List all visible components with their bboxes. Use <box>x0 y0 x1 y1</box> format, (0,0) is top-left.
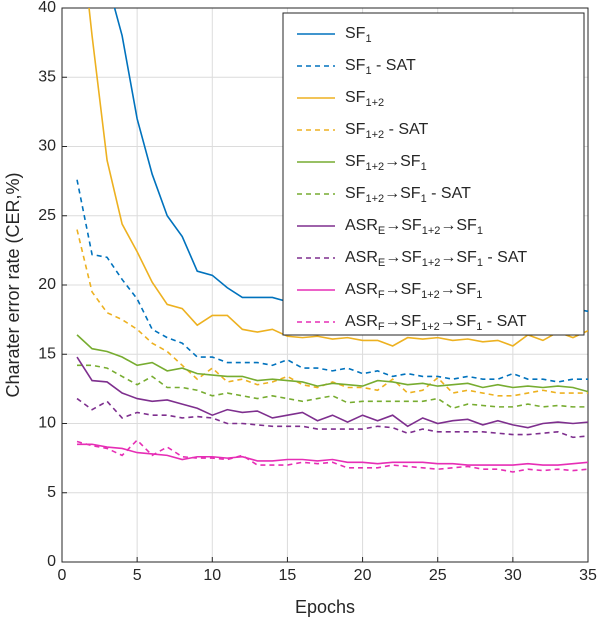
legend-label: ASRF​→SF1+2​→SF1​ <box>345 281 482 301</box>
legend-text: - SAT <box>482 313 526 330</box>
legend-text: →SF <box>385 313 422 330</box>
y-tick-label: 20 <box>38 276 56 293</box>
legend-text: →SF <box>385 217 422 234</box>
legend-text: →SF <box>440 281 477 298</box>
legend-text: - SAT <box>483 249 527 266</box>
legend-label: SF1+2​→SF1​ - SAT <box>345 185 471 205</box>
legend-label: SF1+2​→SF1​ <box>345 153 427 173</box>
legend-subscript: F <box>378 289 385 301</box>
x-tick-label: 15 <box>279 567 297 584</box>
series-line <box>76 334 588 393</box>
legend-subscript: 1+2 <box>365 193 384 205</box>
legend-text: →SF <box>385 249 422 266</box>
y-tick-label: 0 <box>47 553 56 570</box>
series-line <box>76 179 588 383</box>
legend-label: ASRF​→SF1+2​→SF1​ - SAT <box>345 313 527 333</box>
legend-text: →SF <box>384 153 421 170</box>
legend-text: SF <box>345 121 366 138</box>
series-line <box>76 356 588 429</box>
x-tick-label: 20 <box>354 567 372 584</box>
y-axis-label: Charater error rate (CER,%) <box>3 172 23 397</box>
legend-text: ASR <box>345 217 378 234</box>
legend-subscript: 1 <box>477 225 483 237</box>
series-line <box>76 229 588 397</box>
series-line <box>76 438 588 473</box>
legend-label: SF1+2​ - SAT <box>345 121 429 141</box>
legend-text: SF <box>345 25 366 42</box>
legend-text: →SF <box>440 249 477 266</box>
x-axis-label: Epochs <box>295 597 355 617</box>
legend-label: ASRE​→SF1+2​→SF1​ <box>345 217 483 237</box>
y-tick-label: 30 <box>38 138 56 155</box>
legend-label: ASRE​→SF1+2​→SF1​ - SAT <box>345 249 527 269</box>
legend-box <box>282 12 585 336</box>
legend-text: →SF <box>385 281 422 298</box>
y-tick-label: 15 <box>38 345 56 362</box>
legend-subscript: F <box>378 321 385 333</box>
y-tick-label: 35 <box>38 68 56 85</box>
legend-subscript: 1 <box>421 193 427 205</box>
legend-text: ASR <box>345 281 378 298</box>
series-line <box>76 397 588 439</box>
legend-subscript: 1+2 <box>421 321 440 333</box>
legend-text: SF <box>345 185 366 202</box>
series-line <box>77 443 588 466</box>
legend-text: SF <box>345 57 366 74</box>
legend-subscript: 1 <box>421 161 427 173</box>
legend-text: - SAT <box>372 57 416 74</box>
legend-text: →SF <box>440 313 477 330</box>
legend-label: SF1+2​ <box>345 89 384 109</box>
legend-subscript: 1+2 <box>422 257 441 269</box>
legend-subscript: 1+2 <box>422 225 441 237</box>
legend-text: →SF <box>384 185 421 202</box>
legend-subscript: 1 <box>365 33 371 45</box>
legend-text: - SAT <box>427 185 471 202</box>
series-line <box>88 8 588 347</box>
legend-subscript: 1+2 <box>421 289 440 301</box>
legend-subscript: 1+2 <box>365 97 384 109</box>
legend-text: SF <box>345 89 366 106</box>
legend-subscript: 1 <box>476 321 482 333</box>
legend-label: SF1​ - SAT <box>345 57 416 77</box>
legend-text: ASR <box>345 313 378 330</box>
legend-text: →SF <box>440 217 477 234</box>
legend-text: - SAT <box>384 121 428 138</box>
y-tick-label: 25 <box>38 207 56 224</box>
plot-area <box>76 8 588 473</box>
legend-text: SF <box>345 153 366 170</box>
legend-subscript: 1 <box>477 257 483 269</box>
legend-label: SF1​ <box>345 25 372 45</box>
axes-box <box>61 7 589 563</box>
y-tick-label: 10 <box>38 415 56 432</box>
legend-subscript: E <box>378 257 385 269</box>
x-tick-label: 30 <box>504 567 522 584</box>
x-tick-label: 10 <box>203 567 221 584</box>
x-tick-label: 5 <box>133 567 142 584</box>
legend-subscript: 1+2 <box>365 129 384 141</box>
legend-text: ASR <box>345 249 378 266</box>
x-tick-label: 35 <box>579 567 597 584</box>
series-line <box>77 364 588 410</box>
legend-subscript: 1 <box>365 65 371 77</box>
legend-subscript: E <box>378 225 385 237</box>
x-tick-label: 25 <box>429 567 447 584</box>
legend-subscript: 1 <box>476 289 482 301</box>
legend-subscript: 1+2 <box>365 161 384 173</box>
y-tick-label: 40 <box>38 0 56 16</box>
x-tick-label: 0 <box>58 567 67 584</box>
y-tick-label: 5 <box>47 484 56 501</box>
